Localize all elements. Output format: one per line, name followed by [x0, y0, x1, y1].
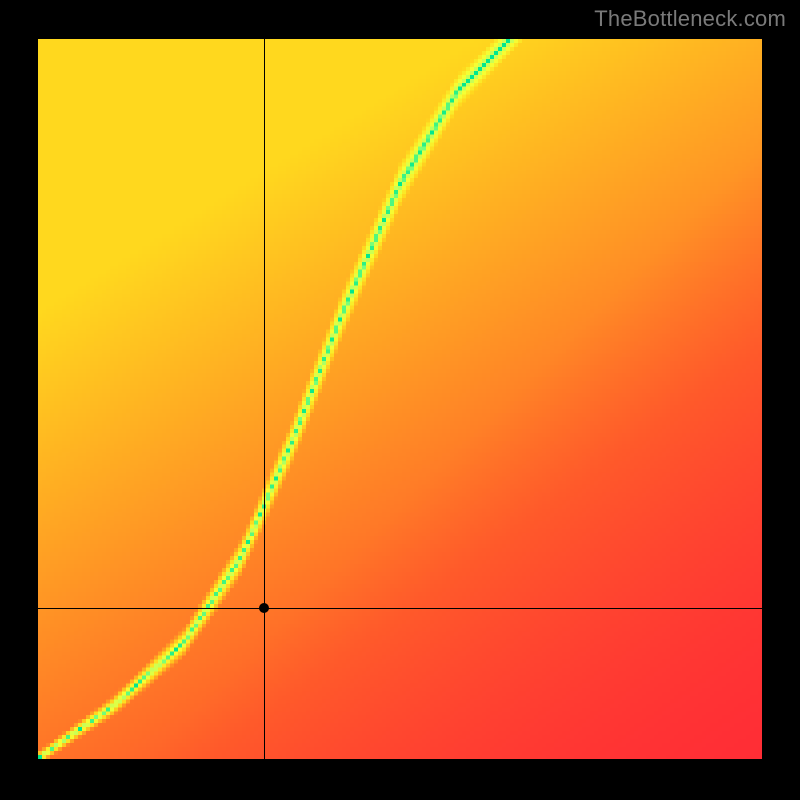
- crosshair-horizontal: [38, 608, 762, 609]
- crosshair-vertical: [264, 39, 265, 759]
- crosshair-marker-dot: [259, 603, 269, 613]
- heatmap-canvas: [38, 39, 762, 759]
- plot-area: [38, 39, 762, 759]
- watermark-text: TheBottleneck.com: [594, 6, 786, 32]
